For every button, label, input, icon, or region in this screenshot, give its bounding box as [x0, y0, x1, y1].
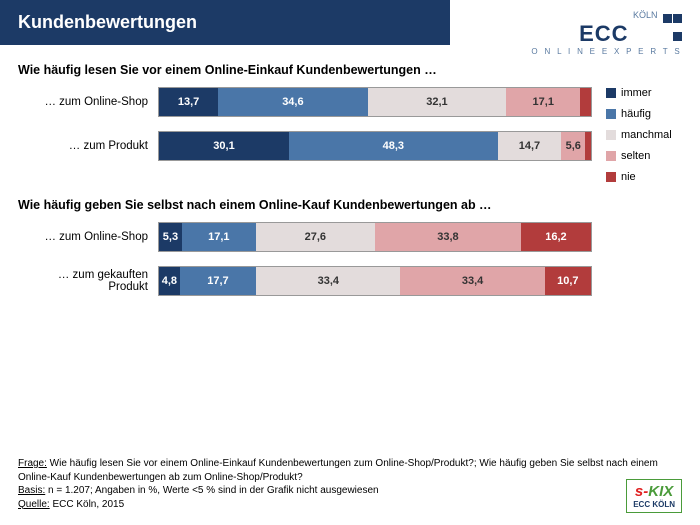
page-title: Kundenbewertungen [0, 0, 450, 45]
legend-item: selten [606, 150, 682, 162]
stacked-bar: 5,317,127,633,816,2 [158, 222, 592, 252]
logo-main: ECC [579, 21, 628, 46]
bar-segment: 32,1 [368, 88, 507, 116]
bar-segment: 5,3 [159, 223, 182, 251]
row-label: … zum Produkt [18, 140, 158, 152]
bar-segment: 17,1 [182, 223, 256, 251]
basis-text: n = 1.207; Angaben in %, Werte <5 % sind… [45, 485, 378, 496]
legend-swatch [606, 130, 616, 140]
logo: ECC KÖLN O N L I N E E X P E R T S [531, 10, 682, 56]
skix-bot: ECC KÖLN [633, 500, 675, 509]
bar-segment: 17,1 [506, 88, 580, 116]
logo-sub: O N L I N E E X P E R T S [531, 47, 682, 56]
stacked-bar: 30,148,314,75,6 [158, 131, 592, 161]
legend-item: häufig [606, 108, 682, 120]
legend-label: immer [621, 87, 652, 99]
bar-segment: 30,1 [159, 132, 289, 160]
bar-segment: 33,4 [400, 267, 544, 295]
chart-row: … zum Online-Shop13,734,632,117,1 [18, 87, 592, 117]
bar-segment: 14,7 [498, 132, 562, 160]
basis-label: Basis: [18, 485, 45, 496]
row-label: … zum gekauften Produkt [18, 269, 158, 293]
frage-text: Wie häufig lesen Sie vor einem Online-Ei… [18, 458, 658, 483]
stacked-bar: 4,817,733,433,410,7 [158, 266, 592, 296]
bar-segment: 48,3 [289, 132, 498, 160]
chart-row: … zum gekauften Produkt4,817,733,433,410… [18, 266, 592, 296]
legend-label: nie [621, 171, 636, 183]
legend-label: manchmal [621, 129, 672, 141]
skix-badge: s-KIX ECC KÖLN [626, 479, 682, 513]
chart-row: … zum Produkt30,148,314,75,6 [18, 131, 592, 161]
legend-swatch [606, 172, 616, 182]
legend-swatch [606, 109, 616, 119]
chart-2: … zum Online-Shop5,317,127,633,816,2… zu… [18, 222, 592, 310]
legend-swatch [606, 151, 616, 161]
bar-segment: 34,6 [218, 88, 367, 116]
chart-row: … zum Online-Shop5,317,127,633,816,2 [18, 222, 592, 252]
legend-item: manchmal [606, 129, 682, 141]
legend-item: nie [606, 171, 682, 183]
legend-label: häufig [621, 108, 651, 120]
skix-s: s- [635, 483, 648, 500]
bar-segment: 17,7 [180, 267, 256, 295]
legend-label: selten [621, 150, 650, 162]
quelle-text: ECC Köln, 2015 [50, 499, 125, 510]
row-label: … zum Online-Shop [18, 231, 158, 243]
chart-1: … zum Online-Shop13,734,632,117,1 … zum P… [18, 87, 592, 192]
bar-segment: 16,2 [521, 223, 591, 251]
legend-item: immer [606, 87, 682, 99]
bar-segment: 27,6 [256, 223, 375, 251]
bar-segment [585, 132, 591, 160]
legend: immer häufig manchmal selten nie [592, 87, 682, 192]
skix-k: KIX [648, 483, 673, 500]
bar-segment: 33,8 [375, 223, 521, 251]
stacked-bar: 13,734,632,117,1 [158, 87, 592, 117]
row-label: … zum Online-Shop [18, 96, 158, 108]
bar-segment: 4,8 [159, 267, 180, 295]
question-1: Wie häufig lesen Sie vor einem Online-Ei… [18, 63, 682, 77]
logo-koln: KÖLN [633, 10, 658, 20]
bar-segment: 5,6 [561, 132, 585, 160]
bar-segment: 33,4 [256, 267, 400, 295]
footer-notes: Frage: Wie häufig lesen Sie vor einem On… [18, 457, 682, 511]
legend-swatch [606, 88, 616, 98]
bar-segment: 13,7 [159, 88, 218, 116]
bar-segment [580, 88, 591, 116]
bar-segment: 10,7 [545, 267, 591, 295]
quelle-label: Quelle: [18, 499, 50, 510]
question-2: Wie häufig geben Sie selbst nach einem O… [18, 198, 682, 212]
logo-squares-icon [662, 10, 682, 46]
frage-label: Frage: [18, 458, 47, 469]
